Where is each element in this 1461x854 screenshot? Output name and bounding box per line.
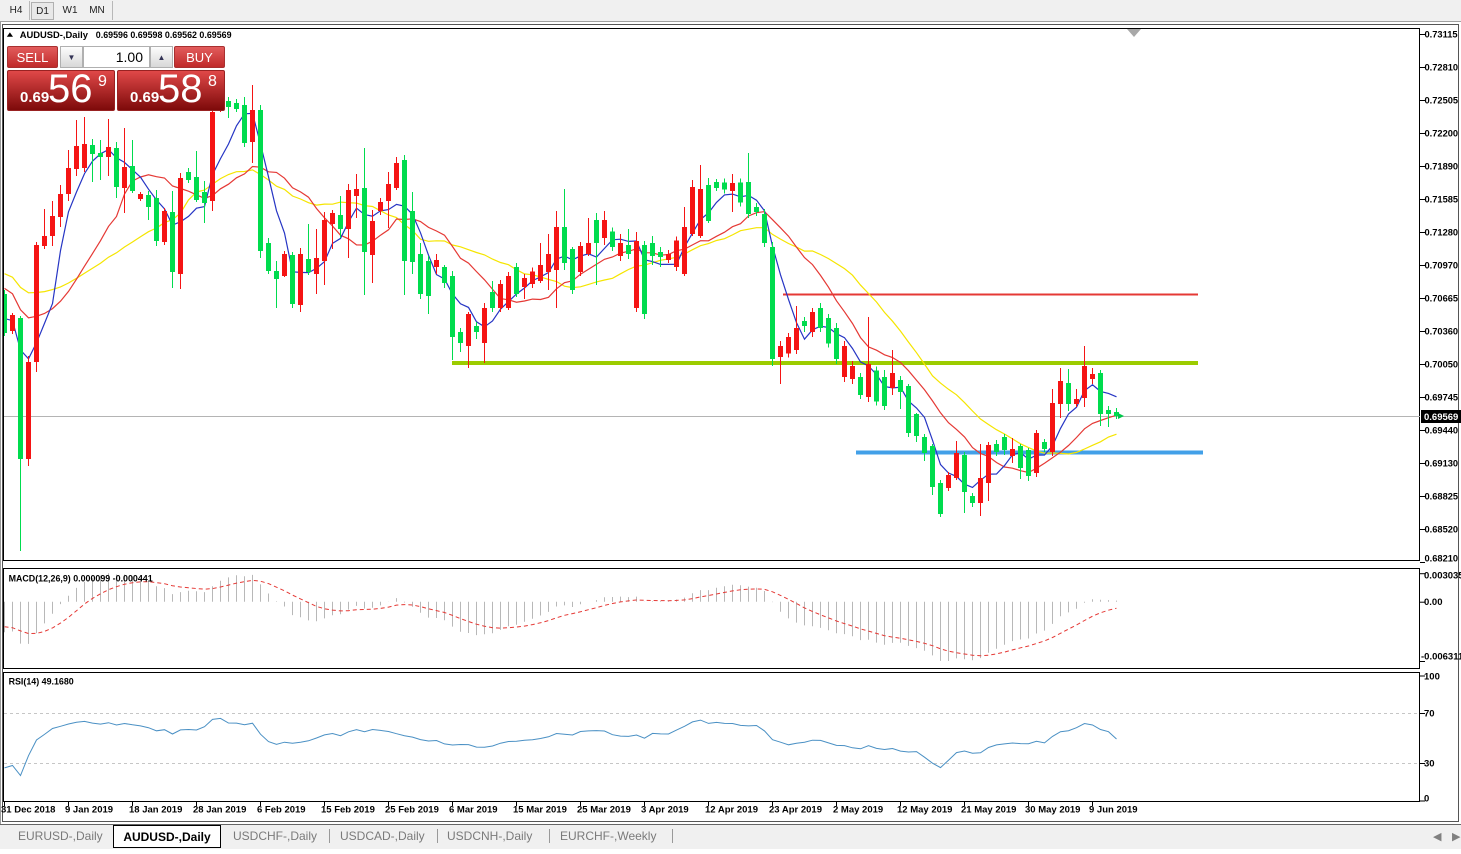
svg-text:28 Jan 2019: 28 Jan 2019 [193,805,246,816]
svg-text:12 Apr 2019: 12 Apr 2019 [705,805,758,816]
svg-text:0.68210: 0.68210 [1425,554,1459,564]
svg-text:25 Feb 2019: 25 Feb 2019 [385,805,439,816]
svg-text:100: 100 [1424,672,1440,683]
svg-text:0.69569: 0.69569 [1424,412,1458,423]
svg-text:31 Dec 2018: 31 Dec 2018 [1,805,55,816]
svg-text:0.71585: 0.71585 [1425,195,1459,205]
svg-text:0.68825: 0.68825 [1425,492,1459,502]
svg-text:3 Apr 2019: 3 Apr 2019 [641,805,689,816]
svg-text:18 Jan 2019: 18 Jan 2019 [129,805,182,816]
svg-text:MACD(12,26,9) 0.000099 -0.0004: MACD(12,26,9) 0.000099 -0.000441 [9,574,153,584]
svg-text:0.71890: 0.71890 [1425,162,1459,172]
svg-text:AUDUSD-,Daily: AUDUSD-,Daily [20,29,89,40]
svg-text:0.70050: 0.70050 [1425,360,1459,370]
svg-text:0.71280: 0.71280 [1425,228,1459,238]
svg-text:6 Mar 2019: 6 Mar 2019 [449,805,498,816]
svg-text:2 May 2019: 2 May 2019 [833,805,883,816]
svg-text:21 May 2019: 21 May 2019 [961,805,1016,816]
svg-text:0.72505: 0.72505 [1425,96,1459,106]
svg-text:15 Mar 2019: 15 Mar 2019 [513,805,567,816]
svg-text:25 Mar 2019: 25 Mar 2019 [577,805,631,816]
svg-text:0.69130: 0.69130 [1425,459,1459,469]
svg-text:0.72810: 0.72810 [1425,63,1459,73]
svg-text:70: 70 [1424,709,1435,720]
svg-text:0.69440: 0.69440 [1425,426,1459,436]
svg-text:9 Jan 2019: 9 Jan 2019 [65,805,113,816]
svg-text:0.70360: 0.70360 [1425,327,1459,337]
svg-text:6 Feb 2019: 6 Feb 2019 [257,805,306,816]
svg-text:30 May 2019: 30 May 2019 [1025,805,1080,816]
svg-text:0.69596 0.69598 0.69562 0.6956: 0.69596 0.69598 0.69562 0.69569 [96,30,232,40]
svg-text:RSI(14) 49.1680: RSI(14) 49.1680 [9,677,74,687]
svg-text:0.70970: 0.70970 [1425,261,1459,271]
svg-text:-0.006311: -0.006311 [1421,652,1461,663]
svg-text:30: 30 [1424,759,1435,770]
svg-text:0.003035: 0.003035 [1424,571,1461,582]
svg-text:0: 0 [1424,794,1429,805]
svg-text:0.69745: 0.69745 [1425,393,1459,403]
svg-text:0.00: 0.00 [1424,597,1443,608]
svg-text:0.70665: 0.70665 [1425,294,1459,304]
svg-text:9 Jun 2019: 9 Jun 2019 [1089,805,1138,816]
svg-text:23 Apr 2019: 23 Apr 2019 [769,805,822,816]
svg-text:0.68520: 0.68520 [1425,525,1459,535]
svg-text:12 May 2019: 12 May 2019 [897,805,952,816]
svg-text:15 Feb 2019: 15 Feb 2019 [321,805,375,816]
svg-text:0.72200: 0.72200 [1425,129,1459,139]
svg-text:0.73115: 0.73115 [1425,30,1458,40]
